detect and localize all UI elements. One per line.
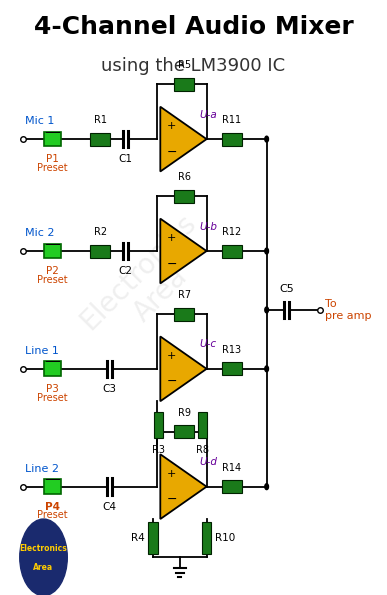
Text: R3: R3 — [152, 446, 165, 455]
Circle shape — [265, 366, 269, 372]
Circle shape — [265, 136, 269, 142]
Text: +: + — [167, 121, 176, 131]
Bar — [174, 78, 194, 91]
Text: To
pre amp: To pre amp — [325, 299, 372, 321]
Text: Preset: Preset — [38, 275, 68, 285]
Bar — [45, 480, 61, 494]
Bar — [149, 522, 158, 555]
Text: Preset: Preset — [38, 511, 68, 521]
Text: Preset: Preset — [38, 393, 68, 403]
Text: U-a: U-a — [199, 109, 217, 120]
Text: using the LM3900 IC: using the LM3900 IC — [101, 57, 286, 74]
Text: R4: R4 — [131, 533, 145, 543]
Circle shape — [265, 484, 269, 490]
Bar — [199, 412, 207, 438]
Bar — [222, 245, 242, 258]
Text: Line 1: Line 1 — [25, 346, 59, 356]
Bar — [90, 245, 110, 258]
Text: −: − — [167, 146, 177, 159]
Bar — [45, 244, 61, 258]
Bar — [222, 362, 242, 375]
Text: C5: C5 — [279, 284, 294, 294]
Polygon shape — [160, 336, 207, 401]
Text: Electronics: Electronics — [20, 544, 67, 553]
Circle shape — [265, 307, 269, 313]
Bar — [90, 133, 110, 146]
Bar — [174, 425, 194, 439]
Text: −: − — [167, 258, 177, 271]
Text: C2: C2 — [119, 267, 133, 276]
Text: R5: R5 — [178, 60, 191, 70]
Circle shape — [20, 519, 67, 595]
Text: +: + — [167, 233, 176, 243]
Text: 4-Channel Audio Mixer: 4-Channel Audio Mixer — [34, 15, 353, 39]
Text: +: + — [167, 469, 176, 479]
Text: R12: R12 — [222, 227, 241, 237]
Text: −: − — [167, 375, 177, 389]
Bar — [45, 131, 61, 146]
Text: Mic 2: Mic 2 — [25, 228, 55, 238]
Text: U-d: U-d — [199, 457, 217, 467]
Text: Line 2: Line 2 — [25, 464, 59, 474]
Text: R11: R11 — [223, 115, 241, 125]
Bar — [202, 522, 211, 555]
Text: R14: R14 — [223, 462, 241, 472]
Text: P4: P4 — [45, 502, 60, 512]
Text: Electronics
Area: Electronics Area — [75, 209, 224, 358]
Text: −: − — [167, 493, 177, 506]
Text: R2: R2 — [94, 227, 107, 237]
Bar — [154, 412, 163, 438]
Text: R9: R9 — [178, 408, 191, 418]
Text: R6: R6 — [178, 172, 191, 182]
Text: U-c: U-c — [199, 339, 216, 349]
Text: U-b: U-b — [199, 221, 217, 231]
Bar — [174, 190, 194, 203]
Text: C1: C1 — [119, 155, 133, 164]
Text: Mic 1: Mic 1 — [25, 116, 55, 126]
Text: R8: R8 — [197, 446, 209, 455]
Polygon shape — [160, 218, 207, 283]
Text: P2: P2 — [46, 266, 59, 276]
Text: R1: R1 — [94, 115, 107, 125]
Bar — [222, 133, 242, 146]
Text: Preset: Preset — [38, 163, 68, 173]
Bar — [174, 308, 194, 321]
Circle shape — [265, 248, 269, 254]
Bar — [222, 480, 242, 493]
Bar — [45, 362, 61, 376]
Text: C4: C4 — [103, 502, 116, 512]
Text: R13: R13 — [223, 345, 241, 355]
Text: R10: R10 — [215, 533, 235, 543]
Text: C3: C3 — [103, 384, 116, 394]
Text: Area: Area — [33, 563, 53, 572]
Polygon shape — [160, 454, 207, 519]
Text: P3: P3 — [46, 384, 59, 394]
Text: +: + — [167, 351, 176, 361]
Text: P1: P1 — [46, 154, 59, 164]
Polygon shape — [160, 107, 207, 171]
Text: R7: R7 — [178, 290, 191, 300]
